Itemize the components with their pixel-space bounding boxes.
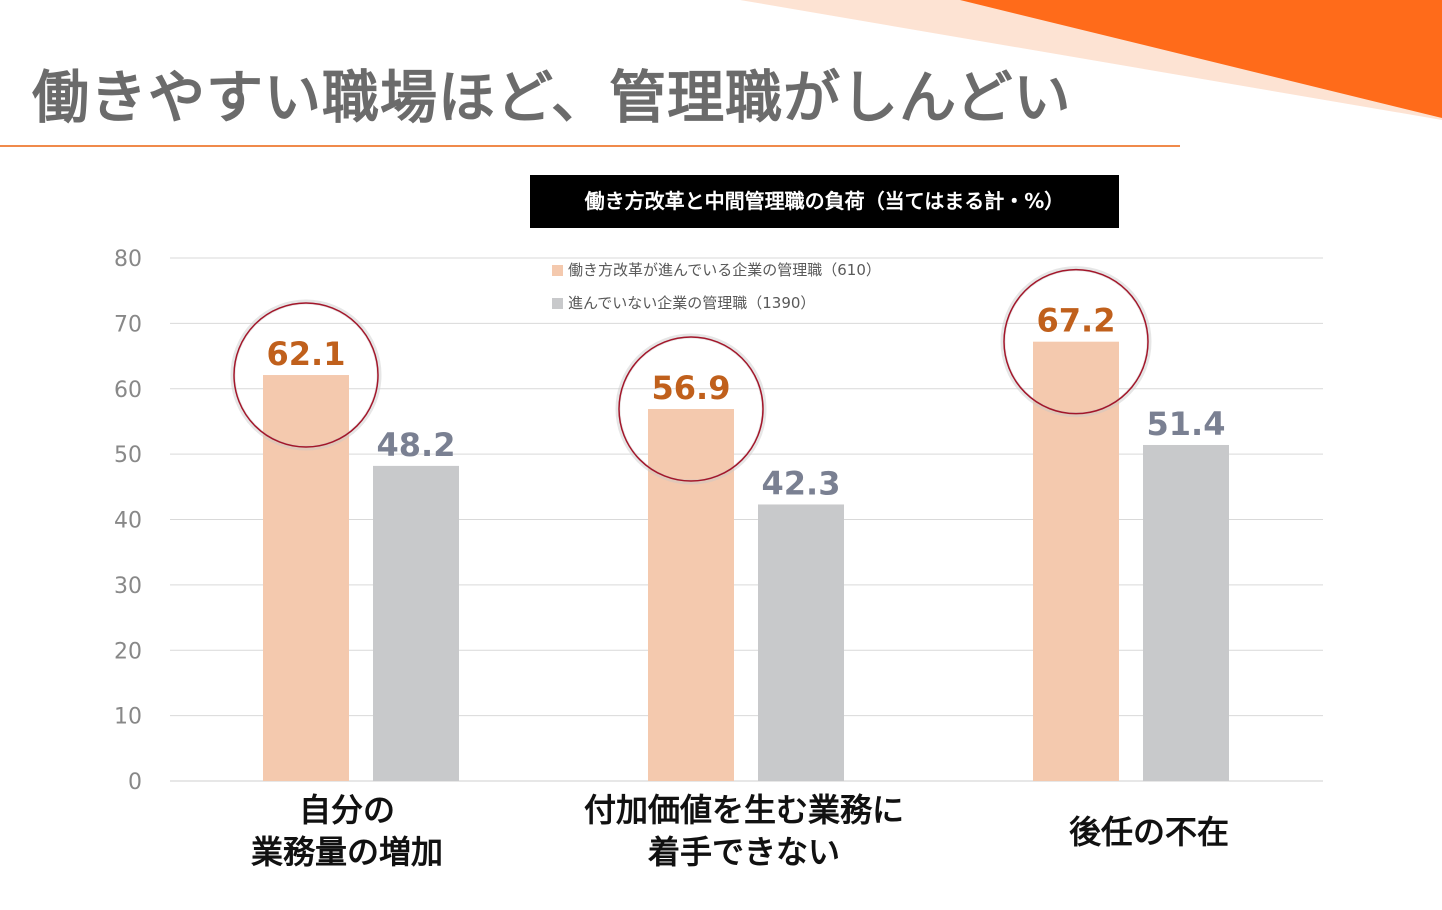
legend-swatch-series-1 bbox=[552, 265, 563, 276]
y-tick-label-70: 70 bbox=[114, 312, 142, 337]
highlight-circle-shadow-2 bbox=[615, 333, 767, 485]
highlight-circle-1 bbox=[233, 302, 379, 448]
y-tick-label-20: 20 bbox=[114, 639, 142, 664]
title-underline bbox=[0, 145, 1180, 147]
bar-series-2-1 bbox=[373, 465, 459, 781]
y-tick-label-40: 40 bbox=[114, 509, 142, 534]
y-tick-label-0: 0 bbox=[128, 770, 142, 795]
header-decoration bbox=[740, 0, 1442, 120]
bar-series-1-1 bbox=[263, 375, 349, 781]
legend-item-series-1: 働き方改革が進んでいる企業の管理職（610） bbox=[552, 259, 881, 280]
highlight-circle-2 bbox=[618, 336, 764, 482]
bar-series-2-3 bbox=[1143, 444, 1229, 781]
legend-item-series-2: 進んでいない企業の管理職（1390） bbox=[552, 292, 815, 313]
data-label-series-1-2: 56.9 bbox=[652, 369, 731, 407]
category-label-workload: 自分の 業務量の増加 bbox=[250, 791, 443, 871]
legend-swatch-series-2 bbox=[552, 298, 563, 309]
y-tick-label-60: 60 bbox=[114, 378, 142, 403]
category-label-successor: 後任の不在 bbox=[1068, 813, 1229, 851]
bar-series-1-2 bbox=[648, 409, 734, 781]
slide-title: 働きやすい職場ほど、管理職がしんどい bbox=[32, 65, 1072, 131]
data-label-series-1-3: 67.2 bbox=[1037, 302, 1116, 340]
category-label-value-work: 付加価値を生む業務に 着手できない bbox=[583, 791, 904, 871]
highlight-circle-3 bbox=[1003, 268, 1149, 415]
bar-series-1-3 bbox=[1033, 341, 1119, 781]
chart-title: 働き方改革と中間管理職の負荷（当てはまる計・%） bbox=[530, 175, 1119, 228]
orange-stripe bbox=[960, 0, 1442, 118]
data-label-series-2-3: 51.4 bbox=[1147, 405, 1226, 443]
highlight-circle-shadow-1 bbox=[230, 299, 382, 451]
highlight-circle-shadow-3 bbox=[1000, 266, 1152, 418]
y-tick-label-10: 10 bbox=[114, 705, 142, 730]
legend-label-series-1: 働き方改革が進んでいる企業の管理職（610） bbox=[568, 261, 881, 279]
peach-stripe bbox=[740, 0, 1442, 120]
y-tick-label-30: 30 bbox=[114, 574, 142, 599]
data-label-series-2-1: 48.2 bbox=[377, 426, 456, 464]
legend-label-series-2: 進んでいない企業の管理職（1390） bbox=[568, 294, 816, 312]
data-label-series-2-2: 42.3 bbox=[762, 464, 841, 502]
data-label-series-1-1: 62.1 bbox=[267, 335, 346, 373]
y-tick-label-50: 50 bbox=[114, 443, 142, 468]
y-tick-label-80: 80 bbox=[114, 247, 142, 272]
bar-series-2-2 bbox=[758, 504, 844, 781]
